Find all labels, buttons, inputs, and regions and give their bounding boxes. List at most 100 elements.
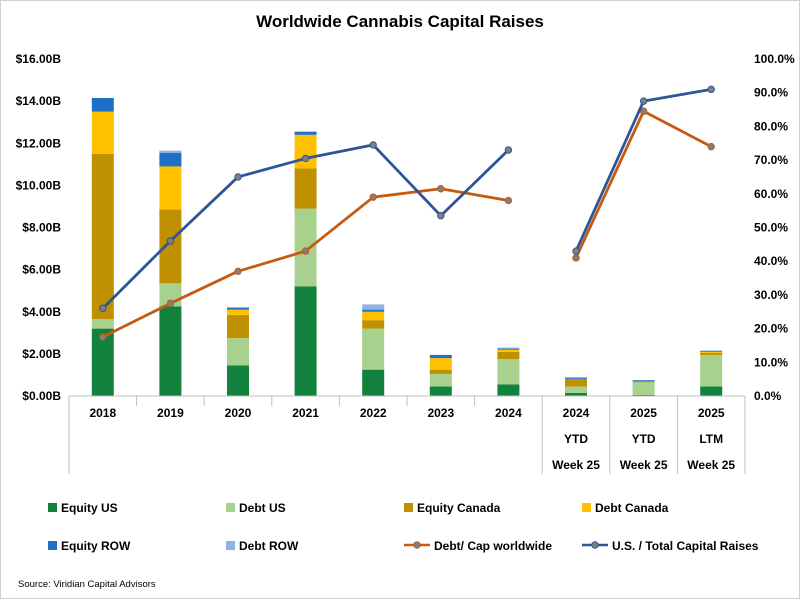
y-right-tick-label: 100.0%	[754, 52, 795, 66]
bar-segment-equity-row	[362, 309, 385, 312]
bar-segment-equity-canada	[159, 209, 182, 284]
legend-label-u-s-total-capital-raises: U.S. / Total Capital Raises	[612, 539, 759, 553]
legend-marker-u-s-total-capital-raises	[591, 541, 599, 549]
line-point-debt-cap-worldwide	[234, 267, 242, 276]
y-left-tick-label: $2.00B	[22, 347, 61, 361]
y-left-tick-label: $6.00B	[22, 263, 61, 277]
bar-segment-debt-us	[362, 328, 385, 370]
legend-swatch-equity-canada	[404, 503, 413, 512]
line-point-u-s-total-capital-raises	[301, 154, 310, 163]
y-right-tick-label: 10.0%	[754, 355, 788, 369]
x-tick-label: 2024	[563, 406, 590, 420]
y-right-tick-label: 30.0%	[754, 288, 788, 302]
bar-segment-debt-row	[497, 347, 520, 349]
bar-segment-equity-canada	[227, 314, 249, 339]
legend-marker-debt-cap-worldwide	[413, 541, 421, 549]
legend-label-equity-canada: Equity Canada	[417, 501, 501, 515]
bar-segment-equity-canada	[362, 320, 385, 329]
bar-segment-debt-row	[362, 304, 385, 310]
x-tick-label: 2021	[292, 406, 319, 420]
bar-segment-equity-row	[429, 354, 452, 359]
y-left-tick-label: $14.00B	[16, 94, 62, 108]
line-point-u-s-total-capital-raises	[437, 212, 445, 220]
bar-segment-equity-us	[632, 394, 655, 396]
bar-segment-equity-canada	[565, 379, 587, 387]
line-point-debt-cap-worldwide	[437, 185, 445, 193]
bar-segment-equity-canada	[91, 153, 114, 320]
bar-segment-debt-canada	[429, 358, 452, 370]
bar-segment-equity-us	[159, 306, 182, 396]
line-point-u-s-total-capital-raises	[639, 97, 648, 105]
bar-segment-debt-canada	[91, 111, 114, 154]
bar-segment-equity-us	[497, 384, 520, 396]
source-note: Source: Viridian Capital Advisors	[18, 579, 156, 590]
bar-segment-equity-row	[91, 97, 114, 112]
legend-swatch-debt-us	[226, 503, 235, 512]
line-point-debt-cap-worldwide	[301, 247, 310, 255]
y-left-tick-label: $12.00B	[16, 136, 62, 150]
x-tick-label: 2024	[495, 406, 522, 420]
legend-swatch-equity-row	[48, 541, 57, 550]
bar-segment-equity-us	[362, 369, 385, 396]
bar-segment-equity-row	[565, 378, 587, 380]
x-tick-label: 2020	[225, 406, 252, 420]
y-right-tick-label: 50.0%	[754, 221, 788, 235]
y-right-tick-label: 0.0%	[754, 389, 782, 403]
y-left-tick-label: $8.00B	[22, 221, 61, 235]
line-point-debt-cap-worldwide	[166, 299, 175, 308]
line-point-debt-cap-worldwide	[707, 142, 715, 151]
y-right-tick-label: 60.0%	[754, 187, 788, 201]
bar-segment-equity-canada	[294, 168, 317, 209]
x-tick-label: Week 25	[552, 458, 600, 472]
legend-label-equity-us: Equity US	[61, 501, 118, 515]
bar-segment-debt-us	[632, 382, 655, 395]
bar-segment-debt-canada	[294, 134, 317, 169]
line-point-u-s-total-capital-raises	[99, 304, 107, 313]
x-tick-label: Week 25	[620, 458, 668, 472]
line-series-debt-cap-worldwide	[574, 109, 712, 259]
x-tick-label: YTD	[564, 432, 588, 446]
x-tick-label: 2025	[698, 406, 725, 420]
bar-segment-equity-row	[227, 307, 249, 310]
legend-label-debt-cap-worldwide: Debt/ Cap worldwide	[434, 539, 552, 553]
bar-segment-equity-canada	[632, 381, 655, 383]
line-point-debt-cap-worldwide	[572, 254, 580, 262]
bar-segment-debt-us	[700, 354, 723, 387]
x-tick-label: 2025	[630, 406, 657, 420]
bar-segment-equity-row	[632, 380, 655, 382]
chart-title: Worldwide Cannabis Capital Raises	[256, 12, 544, 31]
y-right-tick-label: 20.0%	[754, 322, 788, 336]
bar-segment-debt-row	[565, 377, 587, 379]
y-right-tick-label: 40.0%	[754, 254, 788, 268]
legend-swatch-debt-row	[226, 541, 235, 550]
y-left-tick-label: $10.00B	[16, 178, 62, 192]
bar-segment-equity-row	[159, 152, 182, 167]
bar-segment-equity-canada	[700, 352, 723, 355]
y-right-tick-label: 90.0%	[754, 86, 788, 100]
legend-label-debt-us: Debt US	[239, 501, 286, 515]
line-point-debt-cap-worldwide	[504, 196, 513, 205]
bar-segment-debt-us	[429, 373, 452, 387]
line-point-u-s-total-capital-raises	[369, 141, 377, 149]
legend-swatch-debt-canada	[582, 503, 591, 512]
bar-segment-debt-us	[497, 359, 520, 385]
bar-segment-debt-us	[565, 386, 587, 393]
x-tick-label: Week 25	[687, 458, 735, 472]
y-left-tick-label: $0.00B	[22, 389, 61, 403]
bar-segment-equity-us	[565, 392, 587, 396]
x-tick-label: 2023	[427, 406, 454, 420]
bar-segment-debt-us	[91, 319, 114, 329]
line-point-u-s-total-capital-raises	[572, 247, 580, 255]
x-tick-label: 2019	[157, 406, 184, 420]
bar-segment-debt-canada	[159, 166, 182, 210]
bar-segment-debt-canada	[700, 351, 723, 353]
bar-segment-debt-row	[159, 150, 182, 153]
y-right-tick-label: 70.0%	[754, 153, 788, 167]
y-right-tick-label: 80.0%	[754, 119, 788, 133]
bar-segment-equity-us	[294, 286, 317, 396]
bar-segment-debt-us	[227, 338, 249, 366]
line-point-u-s-total-capital-raises	[166, 237, 175, 245]
x-tick-label: 2018	[89, 406, 116, 420]
bar-segment-equity-us	[227, 365, 249, 396]
